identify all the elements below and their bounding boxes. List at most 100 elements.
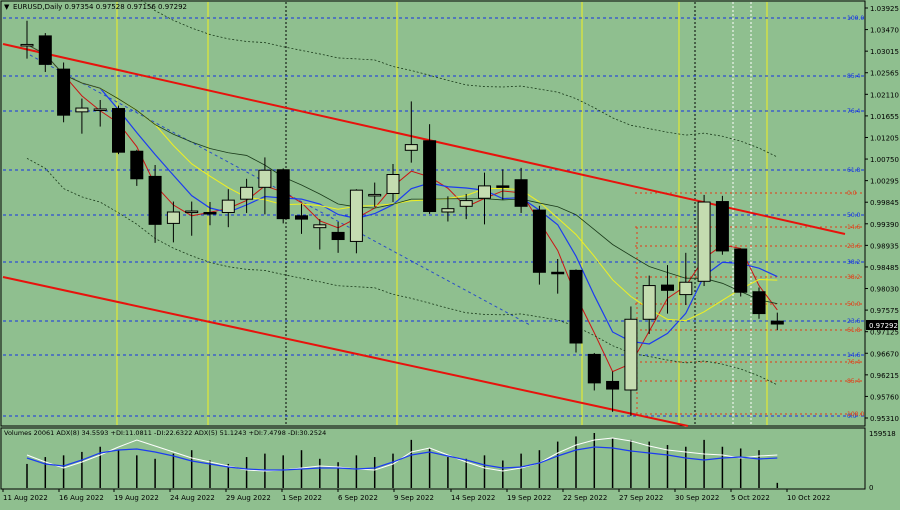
price-label-2: 1.03015: [870, 48, 899, 56]
date-label-14: 10 Oct 2022: [787, 494, 830, 502]
candle-body: [276, 169, 290, 220]
bollinger-lower: [26, 158, 778, 386]
fib-red-label-4: 50.0: [847, 301, 861, 308]
candle-body: [331, 231, 345, 241]
price-label-10: 0.99390: [870, 221, 899, 229]
candle-22: [423, 124, 437, 214]
date-label-12: 30 Sep 2022: [675, 494, 719, 502]
price-label-16: 0.96670: [870, 350, 899, 358]
candle-0: [20, 20, 34, 59]
main-chart-frame: [0, 0, 866, 427]
date-label-7: 9 Sep 2022: [394, 494, 434, 502]
candle-body: [130, 150, 144, 180]
candle-18: [349, 189, 363, 254]
candle-38: [715, 195, 729, 255]
price-label-7: 1.00750: [870, 156, 899, 164]
date-axis: 11 Aug 2022 16 Aug 2022 19 Aug 2022 24 Aug …: [2, 489, 830, 502]
fib-red-label-3: 38.2: [847, 274, 861, 281]
price-label-17: 0.96215: [870, 372, 899, 380]
candle-9: [185, 201, 199, 236]
candle-24: [459, 193, 473, 220]
price-label-14: 0.97575: [870, 307, 899, 315]
candle-16: [313, 219, 327, 250]
candle-32: [606, 371, 620, 412]
fib-blue-label-3: 61.8: [847, 167, 861, 174]
price-label-6: 1.01205: [870, 134, 899, 142]
candle-body: [478, 185, 491, 199]
candle-27: [514, 167, 528, 213]
indicator-max-label: 159518: [869, 430, 896, 438]
symbol-icon: ▼: [4, 3, 10, 11]
candle-12: [240, 178, 254, 213]
price-label-13: 0.98030: [870, 286, 899, 294]
indicator-zero-label: 0: [869, 484, 873, 492]
date-label-6: 6 Sep 2022: [338, 494, 378, 502]
candle-2: [57, 62, 71, 123]
candle-body: [148, 175, 162, 225]
date-label-5: 1 Sep 2022: [282, 494, 322, 502]
candle-23: [441, 196, 455, 222]
candle-body: [496, 185, 510, 188]
candle-body: [569, 269, 583, 344]
price-label-5: 1.01655: [870, 113, 899, 121]
candle-17: [331, 221, 345, 253]
candle-body: [752, 291, 766, 315]
adx-lines: [26, 437, 778, 472]
candle-body: [38, 35, 52, 65]
candle-body: [240, 186, 254, 200]
candle-body: [459, 200, 473, 207]
candle-28: [532, 205, 546, 285]
price-label-0: 1.03925: [870, 5, 899, 13]
fib-blue-label-1: 85.4: [847, 73, 861, 80]
channel-lower-line: [2, 276, 689, 427]
fib-red-label-8: 100.0: [847, 411, 864, 418]
candle-body: [587, 353, 601, 384]
date-label-10: 22 Sep 2022: [563, 494, 607, 502]
candle-body: [642, 285, 656, 320]
fib-blue-label-0: 100.0: [847, 15, 864, 22]
candle-body: [185, 210, 199, 214]
candle-body: [532, 209, 546, 273]
date-label-11: 27 Sep 2022: [619, 494, 663, 502]
candle-body: [386, 174, 400, 194]
date-label-3: 24 Aug 2022: [170, 494, 215, 502]
price-label-3: 1.02565: [870, 70, 899, 78]
candle-body: [349, 189, 363, 242]
price-label-15: 0.97125: [870, 329, 899, 337]
candlesticks[interactable]: [20, 20, 784, 417]
candle-body: [258, 169, 272, 188]
price-label-12: 0.98485: [870, 264, 899, 272]
indicator-frame: [0, 427, 866, 490]
candle-body: [715, 201, 729, 252]
candle-40: [752, 287, 766, 319]
chart-title: EURUSD,Daily 0.97354 0.97528 0.97156 0.9…: [13, 3, 187, 11]
candle-body: [441, 208, 455, 213]
candle-41: [770, 312, 784, 331]
indicator-header: Volumes 20061 ADX(8) 34.5593 +DI:11.0811…: [4, 429, 326, 437]
candle-29: [551, 258, 565, 294]
fib-blue-label-6: 23.6: [847, 318, 861, 325]
candle-body: [313, 224, 327, 229]
ma-long: [26, 44, 778, 305]
candle-body: [57, 68, 71, 116]
current-price-label: 0.97292: [869, 322, 898, 330]
candle-body: [20, 43, 34, 47]
candle-body: [75, 107, 89, 113]
candle-1: [38, 33, 52, 72]
candle-26: [496, 169, 510, 200]
bollinger-upper: [140, 0, 778, 158]
candle-3: [75, 98, 89, 134]
fib-blue-label-5: 38.2: [847, 259, 861, 266]
candle-10: [203, 202, 217, 226]
date-label-8: 14 Sep 2022: [451, 494, 495, 502]
price-label-4: 1.02110: [870, 91, 899, 99]
candle-4: [93, 99, 107, 127]
volume-bars: [26, 433, 779, 488]
date-label-1: 16 Aug 2022: [59, 494, 104, 502]
date-label-13: 5 Oct 2022: [731, 494, 770, 502]
candle-39: [734, 248, 748, 297]
candle-body: [661, 284, 674, 291]
